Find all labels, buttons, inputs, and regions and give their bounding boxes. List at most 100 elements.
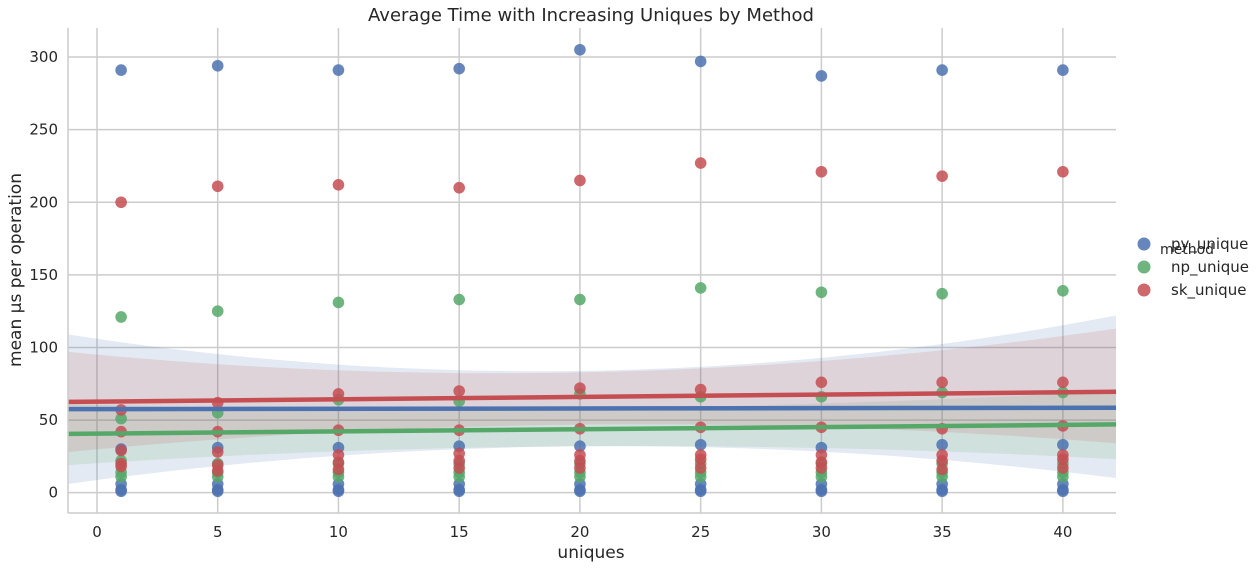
data-point-sk_unique	[211, 180, 224, 193]
regression-line-py_unique	[67, 405, 1117, 412]
confidence-band-sk_unique	[68, 328, 1116, 452]
y-tick-label: 150	[29, 266, 58, 284]
data-point-sk_unique	[694, 383, 707, 396]
legend-title: method	[1160, 242, 1214, 258]
data-point-sk_unique	[936, 454, 948, 467]
x-tick-label: 0	[92, 523, 102, 541]
data-point-sk_unique	[936, 170, 948, 182]
data-point-sk_unique	[815, 376, 828, 389]
data-point-np_unique	[332, 296, 345, 309]
data-point-sk_unique	[574, 462, 586, 474]
data-point-py_unique	[1057, 485, 1069, 498]
x-tick-label: 35	[933, 523, 952, 541]
data-point-py_unique	[936, 438, 948, 451]
data-point-py_unique	[1057, 64, 1069, 76]
data-point-sk_unique	[1057, 376, 1069, 389]
y-axis-label: mean µs per operation	[6, 173, 26, 367]
data-point-sk_unique	[574, 382, 586, 394]
data-point-py_unique	[694, 438, 707, 451]
data-point-np_unique	[574, 293, 586, 306]
x-tick-label: 20	[570, 523, 589, 541]
data-point-py_unique	[815, 70, 828, 82]
data-point-sk_unique	[332, 463, 345, 476]
x-tick-label: 15	[450, 523, 469, 541]
data-point-sk_unique	[453, 385, 465, 397]
data-point-py_unique	[815, 485, 828, 498]
y-tick-label: 50	[39, 411, 58, 429]
data-point-sk_unique	[815, 462, 828, 474]
data-point-sk_unique	[115, 444, 127, 457]
data-point-sk_unique	[453, 181, 465, 194]
regression-lines	[67, 389, 1117, 437]
data-point-np_unique	[453, 293, 465, 306]
x-tick-label: 10	[329, 523, 348, 541]
data-point-py_unique	[574, 485, 586, 498]
data-point-py_unique	[694, 55, 707, 68]
tick-labels: 0 5 10 15 20 25 30 35 40 0 50 100 150 200 250 300	[29, 48, 1072, 541]
data-point-py_unique	[332, 485, 345, 498]
data-point-sk_unique	[332, 179, 345, 191]
data-point-np_unique	[453, 470, 465, 483]
data-point-py_unique	[115, 485, 127, 498]
data-points	[115, 43, 1069, 498]
data-point-np_unique	[815, 286, 828, 299]
chart-title: Average Time with Increasing Uniques by …	[368, 5, 814, 26]
data-point-sk_unique	[115, 196, 127, 209]
y-tick-label: 100	[29, 338, 58, 356]
data-point-py_unique	[574, 440, 586, 453]
data-point-sk_unique	[936, 463, 948, 476]
data-point-py_unique	[574, 43, 586, 56]
confidence-band-py_unique	[68, 315, 1116, 484]
data-point-py_unique	[115, 64, 127, 76]
legend-label-np_unique: np_unique	[1171, 258, 1249, 277]
data-point-sk_unique	[453, 462, 465, 474]
data-point-py_unique	[694, 485, 707, 498]
legend-label-sk_unique: sk_unique	[1171, 281, 1246, 300]
regression-line-sk_unique	[67, 389, 1117, 405]
data-point-sk_unique	[694, 462, 707, 474]
data-point-np_unique	[115, 311, 127, 323]
data-point-py_unique	[1057, 438, 1069, 451]
data-point-sk_unique	[211, 465, 224, 477]
regression-line-np_unique	[67, 422, 1117, 437]
data-point-sk_unique	[115, 460, 127, 473]
legend: method py_unique np_unique sk_unique	[1137, 235, 1249, 300]
data-point-sk_unique	[211, 446, 224, 458]
y-tick-label: 0	[48, 484, 58, 502]
data-point-py_unique	[453, 485, 465, 498]
data-point-np_unique	[115, 412, 127, 425]
data-point-sk_unique	[815, 165, 828, 178]
data-point-py_unique	[211, 485, 224, 498]
data-point-sk_unique	[574, 174, 586, 187]
legend-marker-sk_unique	[1137, 283, 1151, 297]
data-point-np_unique	[936, 287, 948, 300]
x-tick-label: 40	[1053, 523, 1072, 541]
data-point-np_unique	[115, 470, 127, 483]
data-point-np_unique	[1057, 470, 1069, 483]
y-tick-label: 300	[29, 48, 58, 66]
data-point-py_unique	[453, 62, 465, 75]
data-point-np_unique	[694, 282, 707, 294]
data-point-np_unique	[694, 470, 707, 483]
legend-marker-np_unique	[1137, 260, 1151, 274]
data-point-np_unique	[211, 305, 224, 317]
data-point-sk_unique	[1057, 462, 1069, 474]
data-point-sk_unique	[936, 376, 948, 389]
y-tick-label: 200	[29, 193, 58, 211]
data-point-np_unique	[1057, 285, 1069, 297]
data-point-np_unique	[574, 470, 586, 483]
y-tick-label: 250	[29, 121, 58, 139]
data-point-py_unique	[936, 485, 948, 498]
data-point-sk_unique	[694, 453, 707, 466]
data-point-py_unique	[211, 59, 224, 72]
data-point-py_unique	[332, 64, 345, 76]
data-point-sk_unique	[1057, 165, 1069, 178]
data-point-sk_unique	[694, 157, 707, 169]
x-tick-label: 25	[691, 523, 710, 541]
legend-marker-py_unique	[1137, 237, 1151, 251]
data-point-sk_unique	[1057, 453, 1069, 466]
legend-label-py_unique: py_unique	[1171, 235, 1248, 254]
data-point-py_unique	[936, 64, 948, 76]
data-point-sk_unique	[332, 388, 345, 400]
